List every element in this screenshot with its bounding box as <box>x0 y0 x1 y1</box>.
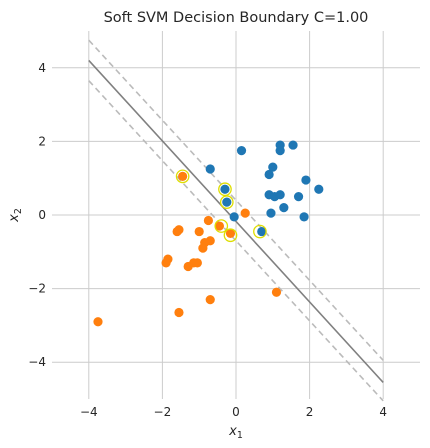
class-neg-point <box>183 261 193 272</box>
class-pos-point <box>205 164 215 174</box>
class-neg-point <box>172 226 182 237</box>
support-vector-ring <box>253 224 267 239</box>
tick-labels: −4 −2 0 2 4 −4 −2 0 2 4 <box>28 61 387 419</box>
y-tick-label: −4 <box>28 355 46 369</box>
y-tick-label: 0 <box>38 208 46 222</box>
class-pos-point <box>236 146 247 156</box>
support-vector-ring <box>214 219 229 233</box>
x-axis-label-base: x <box>228 424 237 439</box>
decision-lines <box>88 39 384 402</box>
class-neg-point <box>178 171 188 181</box>
lower-margin-line <box>88 80 384 402</box>
class-pos-point <box>301 175 311 185</box>
support-vector-ring <box>175 169 190 184</box>
x-tick-label: 0 <box>232 405 240 419</box>
x-axis-label: x1 <box>228 424 243 441</box>
class-pos-point <box>268 162 278 172</box>
x-tick-label: −2 <box>154 405 172 419</box>
upper-margin-line <box>88 39 384 361</box>
support-vector-ring <box>219 195 234 209</box>
x-axis-label-sub: 1 <box>237 430 243 441</box>
class-pos-point <box>288 140 298 150</box>
class-pos-point <box>264 169 274 180</box>
support-vector-ring <box>223 228 238 243</box>
y-axis-label-sub: 2 <box>13 208 24 214</box>
decision-boundary-line <box>88 59 384 383</box>
class-pos-point <box>220 184 230 194</box>
y-tick-label: 4 <box>38 61 46 75</box>
class-pos-point <box>266 208 276 218</box>
class-pos-point <box>257 226 267 237</box>
y-tick-label: 2 <box>38 134 46 148</box>
class-pos-point <box>229 212 239 222</box>
class-neg-point <box>271 287 282 297</box>
class-neg-point <box>198 243 208 253</box>
class-pos-point <box>314 184 324 194</box>
class-neg-point <box>93 317 103 327</box>
class-neg-point <box>194 226 204 237</box>
x-tick-label: −4 <box>80 405 98 419</box>
class-neg-point <box>203 215 213 226</box>
support-vector-ring <box>218 182 232 197</box>
class-pos-point <box>222 197 232 207</box>
class-pos-point <box>293 192 304 202</box>
support-vector-rings <box>175 169 267 243</box>
class-pos-point <box>275 146 285 156</box>
x-tick-label: 4 <box>379 405 387 419</box>
class-neg-point <box>174 307 184 318</box>
y-axis-label: x2 <box>7 208 24 223</box>
class-pos-point <box>275 190 285 200</box>
class-neg-point <box>225 228 236 238</box>
data-points <box>93 140 324 327</box>
class-pos-point <box>279 203 289 213</box>
class-pos-point <box>299 212 309 222</box>
class-neg-point <box>205 295 215 305</box>
class-neg-point <box>214 221 225 231</box>
class-neg-point <box>240 208 250 218</box>
class-neg-point <box>161 258 171 268</box>
y-axis-label-base: x <box>7 214 22 223</box>
x-tick-label: 2 <box>306 405 314 419</box>
chart-title: Soft SVM Decision Boundary C=1.00 <box>104 10 369 26</box>
y-tick-label: −2 <box>28 282 46 296</box>
